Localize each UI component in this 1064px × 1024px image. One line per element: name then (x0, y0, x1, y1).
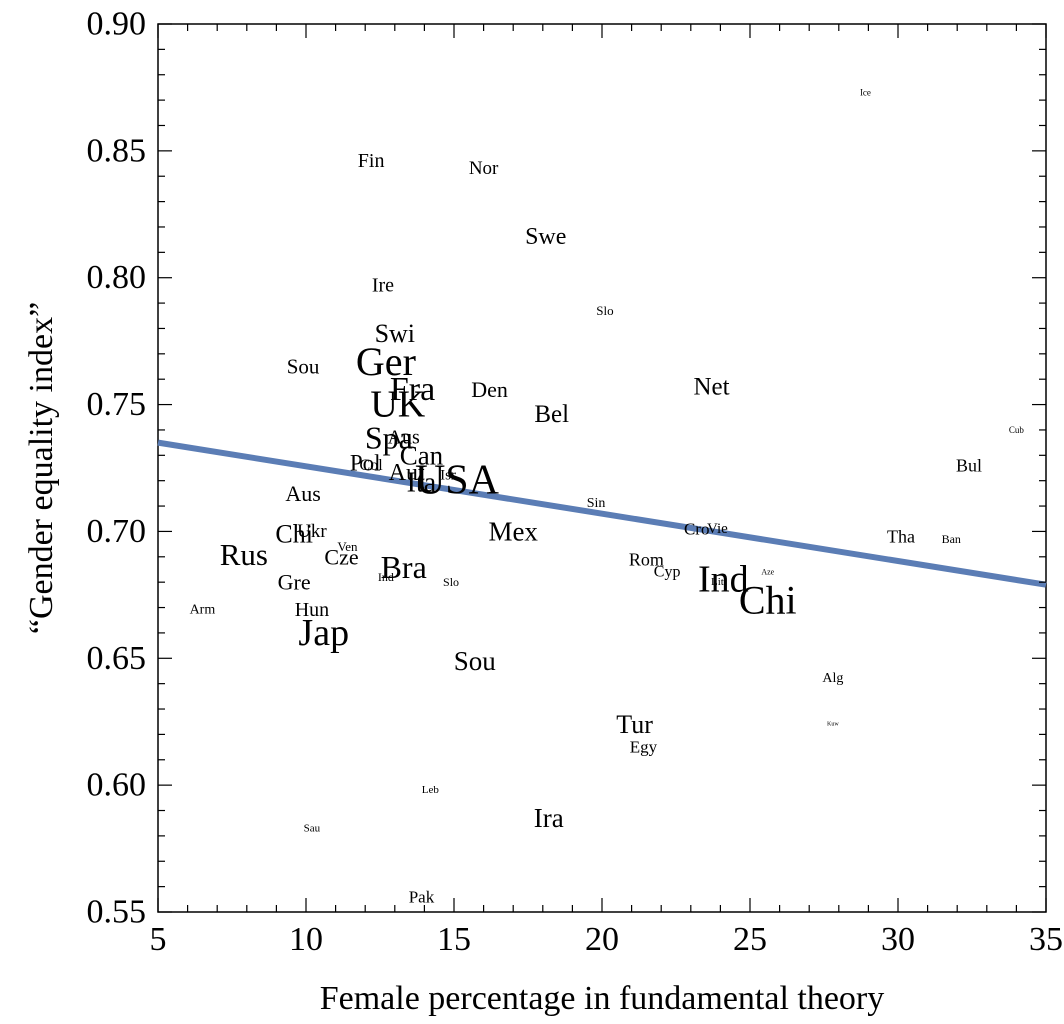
x-tick-label: 10 (289, 921, 323, 958)
country-label: UK (370, 384, 425, 426)
country-label: Ire (372, 274, 394, 296)
y-tick-label: 0.60 (87, 767, 147, 804)
y-tick-label: 0.65 (87, 640, 147, 677)
y-tick-label: 0.90 (87, 6, 147, 43)
x-tick-label: 20 (585, 921, 619, 958)
country-label: Cze (324, 544, 358, 569)
country-label: Ice (860, 88, 871, 98)
country-label: Aus (285, 481, 320, 506)
x-tick-label: 35 (1029, 921, 1063, 958)
country-label: Pol (350, 450, 381, 475)
x-tick-label: 15 (437, 921, 471, 958)
country-label: Lit (711, 576, 724, 588)
trend-line-layer (157, 439, 1047, 588)
country-label: Rom (629, 549, 664, 569)
country-label: Den (471, 377, 508, 402)
country-label: Alg (822, 671, 843, 686)
axis-ticks: 5 10 15 20 25 30 35 0.55 0.60 0.65 0.70 0.75 0.80 0.8… (87, 6, 1064, 959)
country-label: Aut (389, 460, 425, 486)
country-label: Cro (684, 519, 710, 538)
y-tick-label: 0.75 (87, 386, 147, 423)
country-label: Ven (337, 539, 358, 554)
x-tick-label: 30 (881, 921, 915, 958)
country-label: Ita (407, 468, 437, 499)
country-label: Leb (422, 784, 440, 796)
y-tick-label: 0.85 (87, 132, 147, 169)
country-label: Col (360, 457, 384, 474)
country-label: Swi (375, 319, 415, 348)
y-tick-label: 0.55 (87, 894, 147, 931)
trend-line (157, 439, 1047, 588)
country-label: Ger (356, 339, 416, 384)
country-label: Fin (358, 150, 385, 172)
country-label: Rus (220, 537, 268, 572)
country-label: Cyp (654, 564, 681, 581)
country-label: Chi (275, 519, 313, 548)
country-label: Tha (887, 527, 915, 547)
country-label: Sou (287, 355, 320, 379)
country-label: Slo (443, 575, 459, 589)
country-label: Ban (942, 532, 961, 546)
x-tick-label: 5 (150, 921, 167, 958)
country-label: Chi (739, 577, 797, 622)
country-label: Sou (454, 646, 497, 676)
country-label: Net (693, 373, 729, 400)
country-label: Ind (698, 559, 749, 601)
country-label: Jap (298, 612, 349, 654)
country-label: Isr (440, 468, 456, 484)
country-label: Arm (190, 603, 216, 618)
country-label: Sin (587, 496, 606, 511)
country-label: Ukr (297, 521, 327, 542)
country-label: Aze (761, 568, 774, 577)
country-label: Mex (488, 516, 538, 546)
x-axis-title: Female percentage in fundamental theory (320, 980, 885, 1017)
country-label: Bul (956, 455, 982, 475)
country-label: Spa (365, 420, 413, 456)
country-label: Fra (390, 371, 435, 408)
x-tick-label: 25 (733, 921, 767, 958)
country-label: Pak (409, 887, 435, 906)
country-label: Hun (295, 599, 329, 621)
country-label: Sau (304, 822, 321, 834)
y-tick-label: 0.80 (87, 259, 147, 296)
plot-frame (157, 23, 1047, 913)
country-label: Egy (630, 738, 658, 757)
country-label: Tur (616, 710, 653, 739)
country-label: Slo (596, 303, 613, 318)
y-tick-label: 0.70 (87, 513, 147, 550)
country-label: USA (415, 458, 500, 504)
country-label: Kuw (827, 721, 839, 727)
country-label: Vie (707, 521, 728, 537)
country-label: Gre (278, 570, 311, 595)
country-label: Swe (525, 224, 566, 250)
country-label: Can (400, 440, 444, 470)
y-axis-title: “Gender equality index” (23, 302, 60, 634)
country-label: Cub (1009, 425, 1025, 435)
country-label: Ira (534, 803, 564, 833)
country-label: Bra (381, 549, 427, 585)
country-label: Bel (534, 401, 569, 428)
country-label: Aus (388, 427, 420, 449)
country-label: Ind (378, 570, 394, 584)
country-label: Nor (469, 158, 499, 179)
